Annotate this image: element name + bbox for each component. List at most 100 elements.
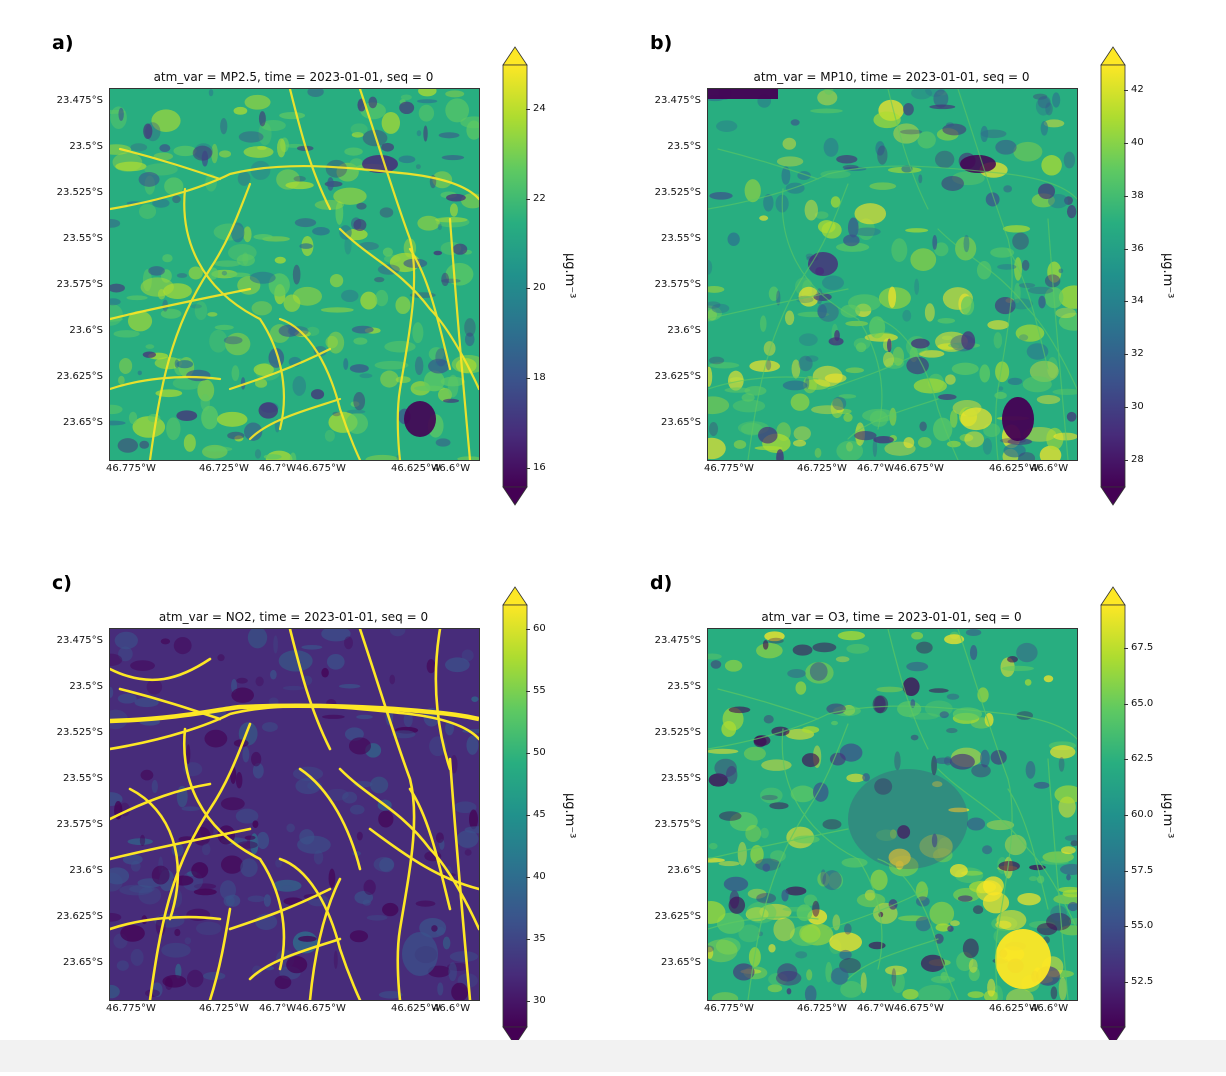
colorbar-tick-mark — [1124, 981, 1128, 983]
colorbar-tick-mark — [1124, 406, 1128, 408]
x-tick-label: 46.6°W — [1031, 1003, 1069, 1014]
colorbar-tick-mark — [1124, 926, 1128, 928]
y-tick-label: 23.525°S — [56, 187, 103, 198]
y-tick-label: 23.55°S — [661, 773, 701, 784]
colorbar-tick-mark — [1124, 143, 1128, 145]
y-tick-label: 23.625°S — [654, 371, 701, 382]
y-tick-label: 23.5°S — [69, 681, 103, 692]
colorbar-tick-mark — [1124, 301, 1128, 303]
y-tick-label: 23.6°S — [667, 865, 701, 876]
colorbar-tick-label: 24 — [533, 102, 546, 114]
map-panel-3: d) atm_var = O3, time = 2023-01-01, seq =… — [598, 540, 1211, 1076]
colorbar — [1100, 46, 1126, 510]
x-tick-label: 46.675°W — [894, 1003, 944, 1014]
y-tick-label: 23.65°S — [63, 417, 103, 428]
colorbar-tick-mark — [526, 108, 530, 110]
x-tick-label: 46.625°W — [391, 1003, 441, 1014]
y-tick-label: 23.575°S — [56, 819, 103, 830]
x-tick-label: 46.7°W — [857, 1003, 895, 1014]
colorbar-tick-label: 38 — [1131, 189, 1144, 201]
colorbar-tick-label: 30 — [1131, 400, 1144, 412]
panel-label: d) — [650, 572, 673, 594]
colorbar-tick-label: 35 — [533, 933, 546, 945]
colorbar-tick-mark — [526, 378, 530, 380]
x-tick-label: 46.725°W — [797, 1003, 847, 1014]
x-tick-label: 46.7°W — [259, 463, 297, 474]
colorbar-tick-label: 67.5 — [1131, 642, 1154, 654]
colorbar-tick-label: 20 — [533, 282, 546, 294]
y-tick-label: 23.55°S — [661, 233, 701, 244]
colorbar-tick-mark — [1124, 648, 1128, 650]
map-image — [707, 88, 1078, 461]
colorbar-unit-label: μg.m⁻³ — [562, 253, 577, 299]
colorbar-tick-label: 22 — [533, 192, 546, 204]
colorbar-unit-label: μg.m⁻³ — [1160, 793, 1175, 839]
colorbar-tick-label: 40 — [533, 871, 546, 883]
colorbar-unit-label: μg.m⁻³ — [1160, 253, 1175, 299]
y-tick-label: 23.5°S — [667, 681, 701, 692]
colorbar-tick-label: 18 — [533, 372, 546, 384]
map-image — [707, 628, 1078, 1001]
colorbar-tick-mark — [1124, 815, 1128, 816]
x-tick-label: 46.6°W — [433, 463, 471, 474]
colorbar-tick-mark — [1124, 248, 1128, 250]
y-tick-label: 23.65°S — [63, 957, 103, 968]
y-tick-label: 23.575°S — [654, 279, 701, 290]
y-tick-label: 23.625°S — [654, 911, 701, 922]
x-tick-label: 46.6°W — [433, 1003, 471, 1014]
colorbar-tick-mark — [1124, 459, 1128, 461]
colorbar-tick-label: 42 — [1131, 84, 1144, 96]
colorbar-tick-mark — [1124, 354, 1128, 356]
colorbar-tick-mark — [526, 288, 530, 290]
colorbar-tick-label: 36 — [1131, 242, 1144, 254]
y-tick-label: 23.525°S — [56, 727, 103, 738]
map-panel-1: b) atm_var = MP10, time = 2023-01-01, seq… — [598, 0, 1211, 536]
x-tick-label: 46.7°W — [857, 463, 895, 474]
x-tick-label: 46.675°W — [296, 463, 346, 474]
colorbar — [1100, 586, 1126, 1050]
colorbar-tick-mark — [526, 877, 530, 879]
x-tick-label: 46.7°W — [259, 1003, 297, 1014]
colorbar — [502, 586, 528, 1050]
x-tick-label: 46.675°W — [296, 1003, 346, 1014]
colorbar-tick-label: 30 — [533, 995, 546, 1007]
y-tick-label: 23.625°S — [56, 911, 103, 922]
y-tick-label: 23.65°S — [661, 957, 701, 968]
x-tick-label: 46.625°W — [391, 463, 441, 474]
y-tick-label: 23.475°S — [56, 635, 103, 646]
panel-label: a) — [52, 32, 74, 54]
colorbar-unit-label: μg.m⁻³ — [562, 793, 577, 839]
y-tick-label: 23.475°S — [654, 635, 701, 646]
colorbar-tick-label: 34 — [1131, 295, 1144, 307]
colorbar-tick-label: 57.5 — [1131, 864, 1154, 876]
y-tick-label: 23.5°S — [667, 141, 701, 152]
y-tick-label: 23.6°S — [69, 325, 103, 336]
colorbar-tick-mark — [1124, 195, 1128, 197]
panel-label: b) — [650, 32, 673, 54]
colorbar-tick-mark — [526, 815, 530, 816]
x-tick-label: 46.775°W — [704, 1003, 754, 1014]
x-tick-label: 46.625°W — [989, 463, 1039, 474]
panel-title: atm_var = O3, time = 2023-01-01, seq = 0 — [761, 610, 1022, 624]
y-tick-label: 23.575°S — [56, 279, 103, 290]
y-tick-label: 23.525°S — [654, 187, 701, 198]
colorbar-tick-mark — [526, 468, 530, 470]
panel-label: c) — [52, 572, 72, 594]
y-tick-label: 23.6°S — [667, 325, 701, 336]
colorbar-tick-label: 65.0 — [1131, 697, 1154, 709]
map-image — [109, 628, 480, 1001]
colorbar-tick-mark — [1124, 870, 1128, 872]
colorbar-tick-mark — [526, 628, 530, 630]
panel-title: atm_var = MP10, time = 2023-01-01, seq =… — [753, 70, 1030, 84]
y-tick-label: 23.625°S — [56, 371, 103, 382]
x-tick-label: 46.725°W — [797, 463, 847, 474]
y-tick-label: 23.55°S — [63, 773, 103, 784]
colorbar-tick-label: 50 — [533, 746, 546, 758]
colorbar-tick-label: 55 — [533, 684, 546, 696]
y-tick-label: 23.475°S — [654, 95, 701, 106]
y-tick-label: 23.6°S — [69, 865, 103, 876]
x-tick-label: 46.775°W — [106, 1003, 156, 1014]
y-tick-label: 23.525°S — [654, 727, 701, 738]
x-tick-label: 46.625°W — [989, 1003, 1039, 1014]
colorbar-tick-label: 40 — [1131, 137, 1144, 149]
